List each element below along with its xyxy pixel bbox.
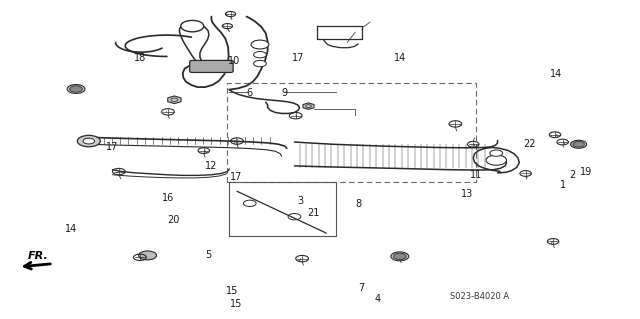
Circle shape: [253, 60, 266, 67]
Circle shape: [70, 86, 83, 92]
Text: 14: 14: [394, 53, 406, 63]
Text: 6: 6: [246, 88, 253, 98]
Text: 21: 21: [307, 209, 320, 219]
Text: 16: 16: [162, 193, 174, 203]
Circle shape: [391, 252, 409, 261]
Text: 17: 17: [230, 172, 242, 182]
Text: 18: 18: [134, 53, 146, 63]
Text: 20: 20: [167, 215, 179, 225]
Polygon shape: [168, 96, 181, 104]
Text: 11: 11: [470, 170, 483, 180]
Circle shape: [573, 141, 584, 147]
Circle shape: [394, 253, 406, 260]
Text: 9: 9: [282, 88, 288, 98]
Text: 5: 5: [205, 250, 211, 260]
Circle shape: [180, 20, 204, 32]
Text: 19: 19: [580, 167, 592, 177]
Text: 13: 13: [461, 189, 473, 199]
Text: 7: 7: [358, 283, 365, 293]
Text: 1: 1: [559, 180, 566, 190]
Circle shape: [253, 51, 266, 58]
Text: 8: 8: [355, 199, 362, 209]
Text: 14: 14: [550, 69, 563, 79]
Text: 12: 12: [205, 161, 218, 171]
Circle shape: [67, 85, 85, 93]
FancyBboxPatch shape: [189, 60, 233, 72]
Text: 2: 2: [569, 170, 575, 180]
Text: 17: 17: [106, 142, 118, 152]
Circle shape: [490, 150, 502, 156]
Text: 3: 3: [298, 196, 304, 206]
Circle shape: [139, 251, 157, 260]
Circle shape: [251, 40, 269, 49]
Circle shape: [83, 138, 95, 144]
Text: S023-B4020 A: S023-B4020 A: [450, 292, 509, 301]
Text: 17: 17: [291, 53, 304, 63]
Text: 4: 4: [374, 294, 381, 304]
Text: 14: 14: [65, 224, 77, 234]
Text: 10: 10: [228, 56, 240, 66]
Text: FR.: FR.: [28, 251, 48, 261]
Polygon shape: [303, 103, 314, 109]
Circle shape: [77, 135, 100, 147]
Circle shape: [486, 155, 506, 165]
Text: 15: 15: [230, 299, 242, 309]
Text: 15: 15: [227, 286, 239, 296]
Text: 22: 22: [524, 139, 536, 149]
Circle shape: [571, 140, 587, 148]
